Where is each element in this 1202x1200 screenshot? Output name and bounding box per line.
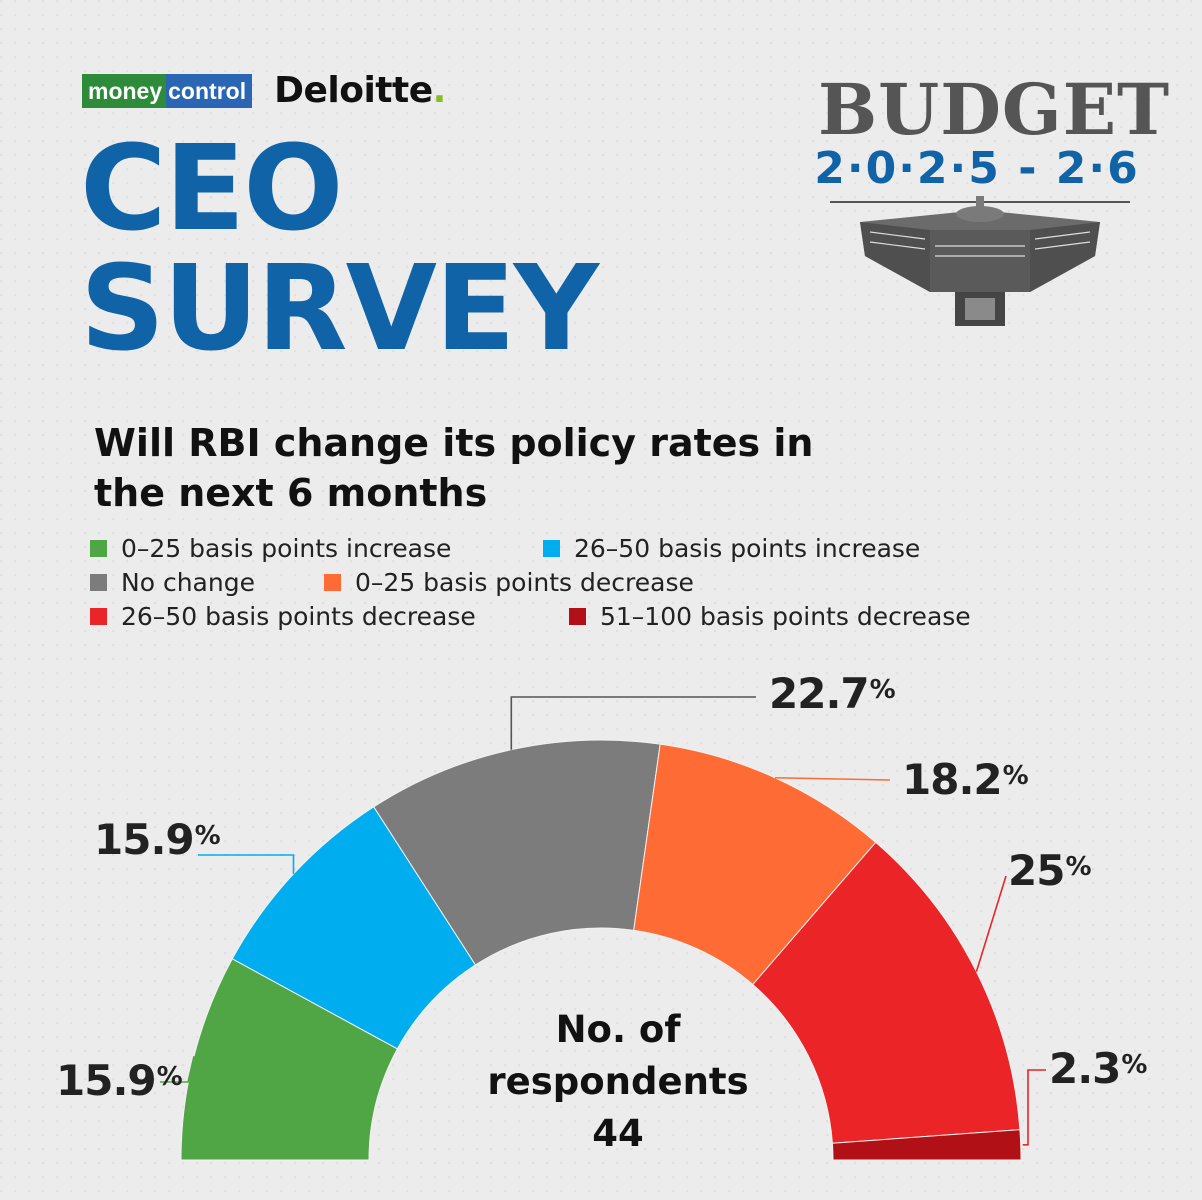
slice-label-unit: % (194, 821, 221, 851)
legend-swatch (569, 607, 586, 625)
legend-item: 26–50 basis points decrease (90, 599, 476, 633)
slice-6 (831, 1129, 1022, 1161)
legend-label: 26–50 basis points decrease (121, 601, 476, 631)
legend-swatch (90, 539, 107, 557)
slice-label-unit: % (869, 675, 896, 705)
page-title-line1: CEO (80, 119, 344, 257)
slice-label-value: 18.2 (902, 755, 1003, 804)
slice-label-unit: % (1121, 1050, 1148, 1080)
slice-label: 2.3% (1049, 1045, 1147, 1093)
slice-label-value: 22.7 (769, 669, 870, 718)
leader-line-2 (198, 854, 295, 874)
deloitte-logo: Deloitte. (274, 70, 446, 111)
legend-label: 0–25 basis points increase (121, 533, 452, 563)
legend-swatch (543, 539, 560, 557)
center-label-line3: 44 (592, 1112, 644, 1155)
slice-label: 18.2% (902, 756, 1029, 804)
legend-item: No change (90, 565, 255, 599)
center-label-line2: respondents (487, 1060, 749, 1103)
moneycontrol-logo-part-a: money (82, 73, 167, 108)
leader-line-5 (975, 875, 1007, 972)
chart-title: Will RBI change its policy rates in the … (94, 421, 814, 515)
leader-line-6 (1022, 1069, 1046, 1146)
slice-label-unit: % (156, 1062, 183, 1092)
legend-swatch (90, 607, 107, 625)
parliament-building-icon (830, 196, 1130, 326)
budget-badge: BUDGET 2·0·2·5 - 2·6 (812, 68, 1171, 342)
slice-label: 15.9% (94, 816, 221, 864)
deloitte-logo-text: Deloitte (274, 70, 433, 111)
center-label-line1: No. of (555, 1008, 681, 1051)
slice-label-value: 15.9 (56, 1056, 157, 1105)
legend-item: 0–25 basis points increase (90, 531, 451, 565)
leader-line-4 (775, 776, 891, 781)
budget-badge-year: 2·0·2·5 - 2·6 (814, 143, 1140, 194)
slice-label-value: 25 (1008, 846, 1065, 895)
deloitte-logo-dot: . (432, 70, 447, 111)
logos: money control Deloitte. (82, 70, 446, 111)
legend-label: 0–25 basis points decrease (355, 567, 694, 597)
page-title-line2: SURVEY (80, 239, 599, 377)
slice-label: 25% (1008, 847, 1092, 895)
legend-item: 51–100 basis points decrease (569, 599, 971, 633)
slice-label-value: 15.9 (94, 815, 195, 864)
budget-badge-word: BUDGET (818, 68, 1171, 151)
legend-item: 26–50 basis points increase (543, 531, 920, 565)
legend-swatch (90, 573, 107, 591)
moneycontrol-logo: money control (82, 73, 253, 108)
slice-label: 22.7% (769, 670, 896, 718)
slice-label-value: 2.3 (1049, 1044, 1121, 1093)
legend-item: 0–25 basis points decrease (324, 565, 694, 599)
slice-label: 15.9% (56, 1057, 183, 1105)
leader-line-1 (160, 1056, 195, 1083)
moneycontrol-logo-part-b: control (166, 73, 253, 108)
legend-swatch (324, 573, 341, 591)
chart-center-label: No. of respondents 44 (440, 1004, 796, 1160)
legend-label: 51–100 basis points decrease (600, 601, 971, 631)
leader-line-3 (510, 696, 756, 750)
page-title: CEO SURVEY (80, 128, 780, 368)
slice-label-unit: % (1002, 761, 1029, 791)
legend-label: 26–50 basis points increase (574, 533, 921, 563)
slice-label-unit: % (1065, 852, 1092, 882)
legend-label: No change (121, 567, 255, 597)
slice-5 (752, 841, 1021, 1144)
